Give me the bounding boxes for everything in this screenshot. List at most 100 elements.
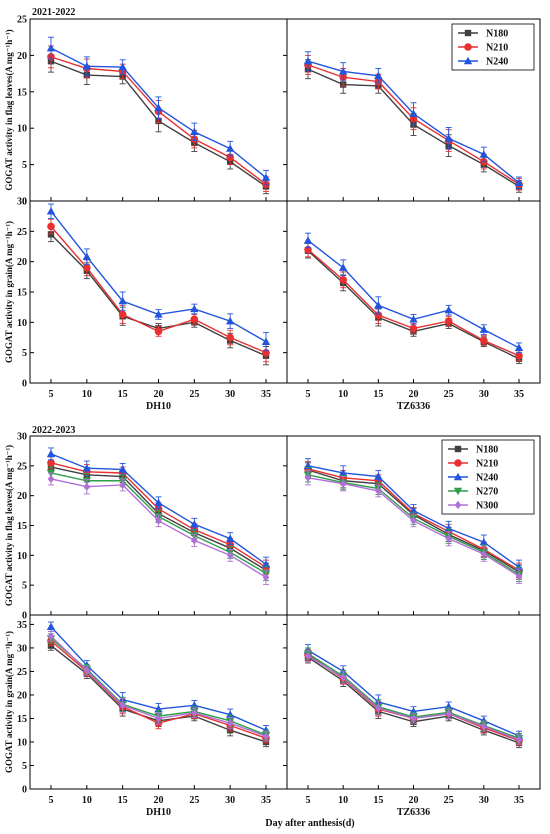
x-tick-label: 35 bbox=[261, 795, 271, 806]
data-point-N240 bbox=[261, 173, 271, 181]
data-point-N240 bbox=[409, 109, 418, 117]
data-point-N300 bbox=[47, 631, 55, 641]
y-tick-label: 15 bbox=[17, 714, 27, 725]
series-N180 bbox=[304, 243, 523, 365]
data-point-N240 bbox=[479, 538, 489, 546]
x-tick-label: 25 bbox=[189, 795, 199, 806]
y-tick-label: 25 bbox=[17, 667, 27, 678]
data-point-N210 bbox=[47, 459, 55, 467]
x-tick-label: 5 bbox=[49, 795, 54, 806]
data-point-N240 bbox=[154, 103, 163, 112]
data-point-N180 bbox=[47, 231, 55, 238]
x-tick-label: 5 bbox=[306, 389, 311, 400]
data-point-N210 bbox=[118, 310, 127, 319]
y-tick-label: 30 bbox=[17, 432, 27, 443]
data-point-N300 bbox=[515, 735, 523, 744]
legend-marker-N210 bbox=[464, 43, 472, 51]
data-point-N240 bbox=[409, 315, 418, 323]
data-point-N300 bbox=[262, 573, 270, 582]
data-point-N240 bbox=[118, 62, 127, 71]
data-point-N240 bbox=[82, 62, 92, 70]
data-point-N300 bbox=[410, 516, 417, 525]
x-tick-label: 35 bbox=[514, 795, 524, 806]
data-point-N240 bbox=[261, 337, 271, 345]
series-N240 bbox=[46, 36, 271, 186]
data-point-N300 bbox=[375, 703, 382, 713]
data-point-N240 bbox=[338, 468, 348, 477]
data-point-N240 bbox=[225, 534, 235, 542]
data-point-N240 bbox=[444, 134, 453, 142]
data-point-N300 bbox=[83, 666, 91, 675]
cultivar-label-DH10: DH10 bbox=[146, 401, 171, 412]
data-point-N300 bbox=[480, 722, 488, 731]
data-point-N210 bbox=[515, 351, 523, 360]
data-point-N240 bbox=[46, 43, 56, 52]
data-point-N300 bbox=[515, 572, 523, 581]
data-point-N240 bbox=[479, 150, 489, 158]
x-tick-label: 25 bbox=[444, 389, 454, 400]
x-tick-label: 30 bbox=[225, 389, 235, 400]
y-axis-label-leaf: GOGAT activity in flag leaves(A mg⁻¹h⁻¹) bbox=[4, 445, 14, 606]
data-point-N300 bbox=[119, 480, 126, 490]
data-point-N240 bbox=[479, 325, 489, 333]
x-tick-label: 15 bbox=[373, 389, 383, 400]
data-point-N300 bbox=[155, 714, 162, 723]
panel-grain-DH10 bbox=[46, 203, 271, 366]
data-point-N240 bbox=[225, 710, 235, 718]
x-tick-label: 15 bbox=[118, 795, 128, 806]
data-point-N300 bbox=[339, 479, 347, 488]
series-N210 bbox=[304, 648, 523, 746]
legend-marker-N270 bbox=[453, 487, 463, 496]
y-tick-label: 5 bbox=[22, 581, 27, 592]
panel-leaf-DH10 bbox=[46, 447, 271, 586]
x-tick-label: 20 bbox=[154, 795, 164, 806]
cultivar-label-DH10: DH10 bbox=[146, 807, 171, 818]
data-point-N300 bbox=[304, 473, 312, 482]
y-tick-label: 20 bbox=[17, 690, 27, 701]
data-point-N240 bbox=[82, 252, 92, 261]
data-point-N300 bbox=[445, 534, 452, 543]
panel-leaf-TZ6336 bbox=[303, 51, 524, 193]
data-point-N210 bbox=[409, 324, 418, 333]
data-point-N240 bbox=[338, 67, 348, 75]
y-tick-label: 5 bbox=[22, 160, 27, 171]
panel-grain-TZ6336 bbox=[303, 644, 524, 749]
data-point-N300 bbox=[445, 709, 452, 718]
x-tick-label: 20 bbox=[154, 389, 164, 400]
legend-label-N240: N240 bbox=[486, 57, 508, 68]
series-N300 bbox=[304, 470, 523, 584]
y-axis-label-grain: GOGAT activity in grain(A mg⁻¹h⁻¹) bbox=[4, 631, 14, 773]
data-point-N240 bbox=[154, 310, 163, 318]
data-point-N240 bbox=[514, 178, 524, 186]
data-point-N300 bbox=[155, 516, 162, 525]
data-point-N240 bbox=[444, 306, 453, 314]
data-point-N240 bbox=[303, 57, 313, 65]
data-point-N210 bbox=[374, 311, 383, 319]
data-point-N210 bbox=[154, 327, 163, 336]
y-tick-label: 10 bbox=[17, 551, 27, 562]
series-N300 bbox=[304, 649, 523, 745]
data-point-N210 bbox=[226, 333, 234, 342]
x-tick-label: 20 bbox=[409, 389, 419, 400]
y-tick-label: 25 bbox=[17, 227, 27, 238]
y-tick-label: 15 bbox=[17, 288, 27, 299]
legend-label-N180: N180 bbox=[476, 445, 498, 456]
x-tick-label: 10 bbox=[338, 389, 348, 400]
legend-marker-N210 bbox=[454, 459, 462, 467]
legend-label-N240: N240 bbox=[476, 473, 498, 484]
legend-marker-N180 bbox=[454, 445, 462, 453]
x-tick-label: 10 bbox=[82, 389, 92, 400]
data-point-N240 bbox=[225, 144, 235, 152]
series-N180 bbox=[304, 651, 523, 749]
x-tick-label: 25 bbox=[444, 795, 454, 806]
data-point-N300 bbox=[191, 536, 198, 545]
y-tick-label: 35 bbox=[17, 620, 27, 631]
x-tick-label: 5 bbox=[306, 795, 311, 806]
data-point-N240 bbox=[514, 343, 524, 352]
legend-marker-N240 bbox=[453, 472, 463, 481]
x-tick-label: 10 bbox=[338, 795, 348, 806]
legend-label-N270: N270 bbox=[476, 487, 498, 498]
y-tick-label: 10 bbox=[17, 318, 27, 329]
